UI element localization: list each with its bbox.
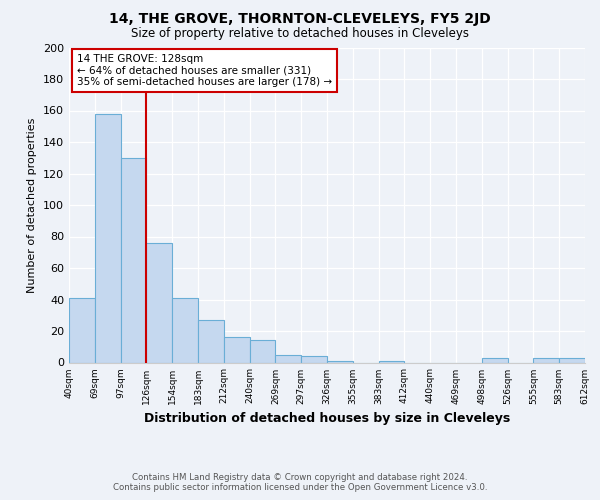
Bar [250, 340, 275, 362]
Bar [198, 320, 224, 362]
Bar [146, 243, 172, 362]
Bar [275, 354, 301, 362]
Text: Size of property relative to detached houses in Cleveleys: Size of property relative to detached ho… [131, 28, 469, 40]
Bar [224, 338, 250, 362]
Bar [69, 298, 95, 362]
Bar [327, 361, 353, 362]
Bar [121, 158, 146, 362]
Bar [172, 298, 198, 362]
Bar [482, 358, 508, 362]
Bar [379, 361, 404, 362]
Text: 14 THE GROVE: 128sqm
← 64% of detached houses are smaller (331)
35% of semi-deta: 14 THE GROVE: 128sqm ← 64% of detached h… [77, 54, 332, 87]
Y-axis label: Number of detached properties: Number of detached properties [28, 118, 37, 292]
Bar [301, 356, 327, 362]
Text: 14, THE GROVE, THORNTON-CLEVELEYS, FY5 2JD: 14, THE GROVE, THORNTON-CLEVELEYS, FY5 2… [109, 12, 491, 26]
Bar [95, 114, 121, 362]
Bar [559, 358, 585, 362]
Bar [533, 358, 559, 362]
Text: Contains HM Land Registry data © Crown copyright and database right 2024.
Contai: Contains HM Land Registry data © Crown c… [113, 473, 487, 492]
X-axis label: Distribution of detached houses by size in Cleveleys: Distribution of detached houses by size … [144, 412, 510, 425]
